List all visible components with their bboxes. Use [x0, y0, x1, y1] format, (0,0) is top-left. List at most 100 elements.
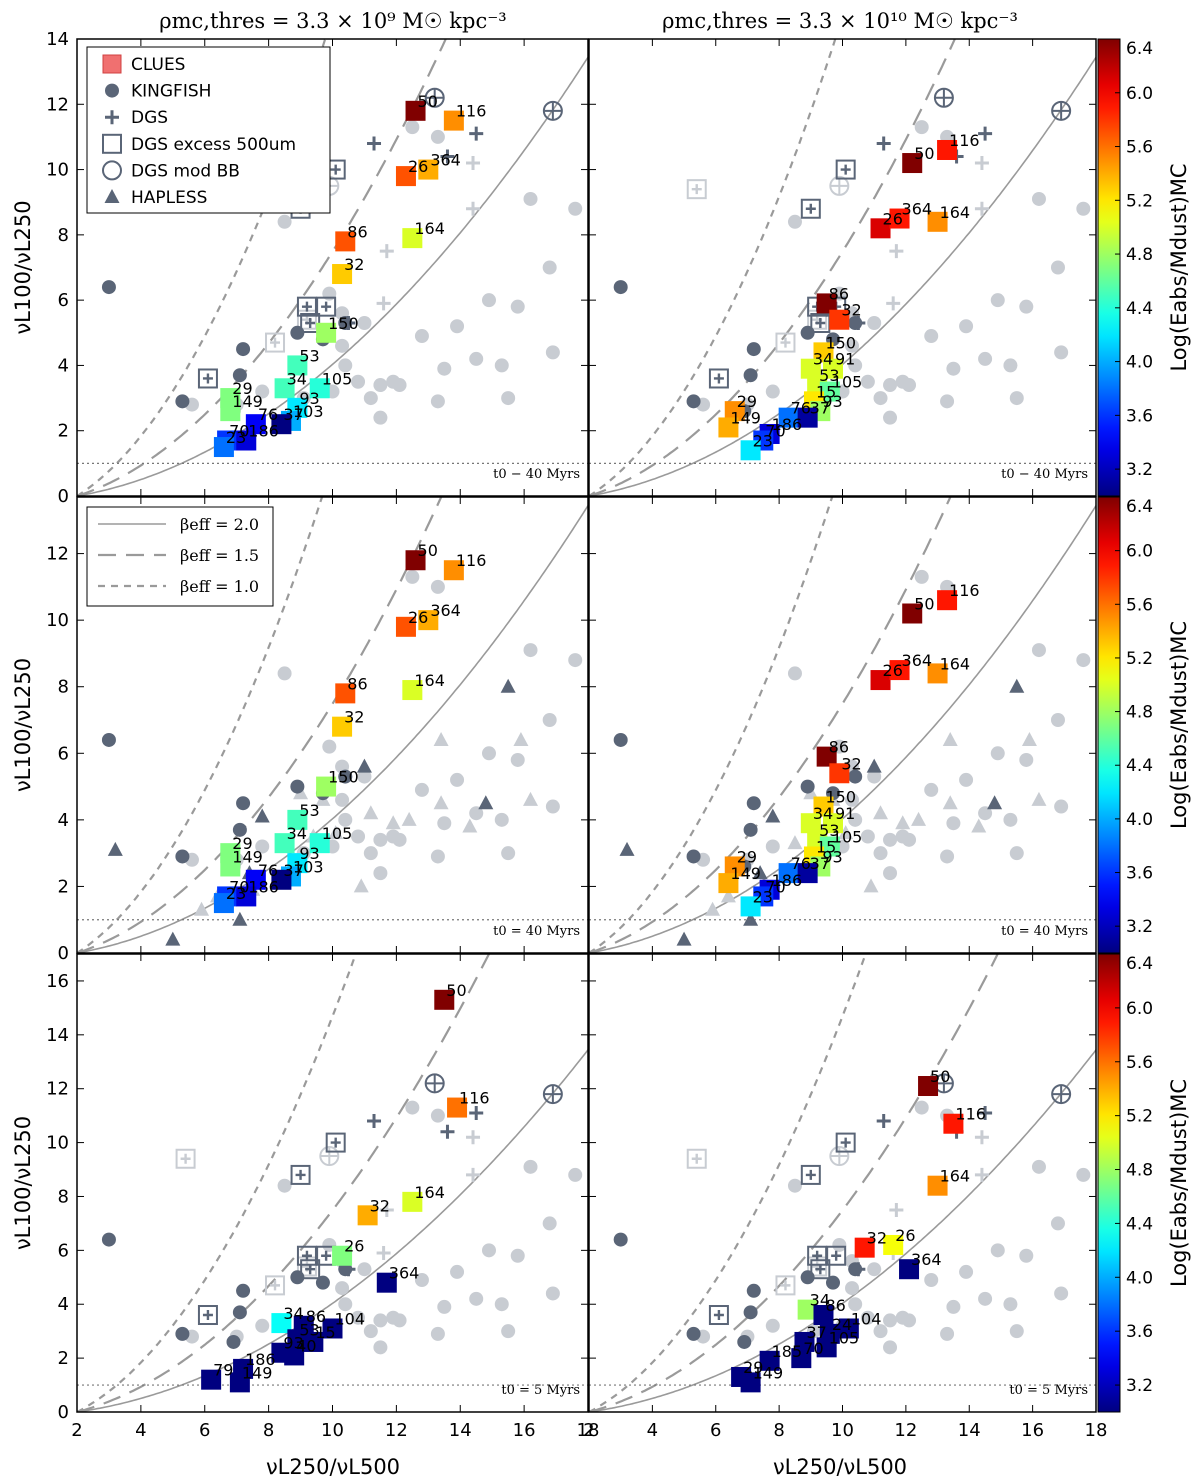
kingfish-point: [1003, 1297, 1018, 1312]
clues-point-116: [447, 1097, 468, 1118]
dgs-excess-point: [835, 159, 856, 180]
dgs-point: [466, 1167, 481, 1182]
clues-label-37: 37: [283, 405, 303, 424]
clues-point-364: [418, 610, 439, 631]
kingfish-point: [568, 1167, 583, 1182]
kingfish-point: [481, 1243, 496, 1258]
hapless-point: [165, 931, 181, 946]
clues-label-79: 79: [213, 1361, 233, 1380]
colorbar-bar: [1097, 38, 1121, 497]
clues-label-50: 50: [930, 1067, 950, 1086]
clues-label-149: 149: [730, 408, 761, 427]
kingfish-point: [946, 1299, 961, 1314]
hapless-point: [500, 678, 516, 693]
dgs-excess-point: [686, 179, 707, 200]
clues-point-37: [271, 869, 292, 890]
x-tick-label: 8: [263, 1420, 274, 1441]
clues-point-164: [927, 211, 948, 232]
dgs-point: [889, 244, 904, 259]
kingfish-point: [542, 1216, 557, 1231]
clues-label-116: 116: [955, 1105, 986, 1124]
legend-label: DGS excess 500um: [131, 135, 296, 155]
dgs-excess-point: [325, 1132, 346, 1153]
colorbar-tick-label: 4.0: [1126, 353, 1153, 373]
clues-label-37: 37: [806, 1323, 826, 1342]
kingfish-point: [860, 829, 875, 844]
clues-point-50: [918, 1076, 939, 1097]
clues-label-34: 34: [810, 1291, 830, 1310]
kingfish-point: [990, 1243, 1005, 1258]
kingfish-point: [481, 293, 496, 308]
beta-curve-solid: [77, 1049, 588, 1412]
kingfish-point: [787, 1178, 802, 1193]
hapless-point: [254, 808, 270, 823]
hapless-point: [895, 815, 911, 830]
hapless-point: [107, 841, 123, 856]
dgs-point: [974, 1167, 989, 1182]
clues-point-37: [794, 1331, 815, 1352]
clues-point-116: [943, 1113, 964, 1134]
clues-point-86: [335, 231, 356, 252]
clues-point-23: [740, 896, 761, 917]
clues-point-185: [759, 1350, 780, 1371]
clues-point-150: [813, 342, 834, 363]
legend-label: HAPLESS: [131, 188, 207, 208]
kingfish-point: [959, 772, 974, 787]
x-axis-label-right: νL250/νL500: [773, 1455, 907, 1479]
legend-marker-dgs: [105, 110, 119, 125]
clues-label-186: 186: [248, 422, 279, 441]
kingfish-point: [494, 1297, 509, 1312]
dgs-point: [379, 244, 394, 259]
dgs-modbb-point-cross: [934, 88, 953, 107]
kingfish-point: [848, 358, 863, 373]
clues-point-50: [902, 603, 923, 624]
kingfish-point: [373, 378, 388, 393]
clues-label-116: 116: [456, 551, 487, 570]
clues-point-34: [800, 358, 821, 379]
kingfish-point: [430, 1326, 445, 1341]
clues-point-32: [829, 763, 850, 784]
kingfish-point: [501, 846, 516, 861]
kingfish-point: [469, 1291, 484, 1306]
y-tick-label: 14: [46, 1025, 69, 1046]
clues-label-76: 76: [258, 861, 278, 880]
clues-label-86: 86: [306, 1307, 326, 1326]
kingfish-point: [883, 1313, 898, 1328]
clues-label-150: 150: [328, 768, 359, 787]
kingfish-point: [255, 384, 270, 399]
x-tick-label: 8: [773, 1420, 784, 1441]
y-tick-label: 4: [58, 810, 69, 831]
x-tick-label: 16: [513, 1420, 536, 1441]
dgs-excess-point-cross: [330, 1137, 341, 1148]
kingfish-point: [1076, 1167, 1091, 1182]
legend-label: βeff = 1.5: [180, 546, 259, 565]
hapless-point: [838, 825, 854, 840]
clues-label-76: 76: [258, 405, 278, 424]
clues-label-70: 70: [765, 877, 785, 896]
dgs-excess-point-cross: [180, 1153, 191, 1164]
kingfish-point: [568, 653, 583, 668]
clues-point-164: [927, 663, 948, 684]
kingfish-point: [1009, 1324, 1024, 1339]
clues-label-164: 164: [414, 219, 445, 238]
colorbar-tick-label: 5.2: [1126, 649, 1153, 669]
dgs-excess-point: [686, 1148, 707, 1169]
dgs-excess-point-cross: [305, 1264, 316, 1275]
hapless-point: [705, 901, 721, 916]
kingfish-point: [978, 806, 993, 821]
clues-label-29: 29: [743, 1358, 763, 1377]
clues-label-364: 364: [389, 1264, 420, 1283]
colorbar-tick-label: 6.4: [1126, 39, 1153, 59]
kingfish-point: [1054, 799, 1069, 814]
kingfish-point: [959, 319, 974, 334]
dgs-excess-point-cross: [301, 1250, 312, 1261]
y-tick-label: 0: [58, 486, 69, 507]
y-tick-label: 0: [58, 1402, 69, 1423]
dgs-excess-point-cross: [713, 1310, 724, 1321]
hapless-point: [478, 795, 494, 810]
legend-lines: βeff = 2.0 βeff = 1.5 βeff = 1.0: [86, 506, 274, 607]
dgs-excess-point: [810, 312, 831, 333]
kingfish-point: [883, 832, 898, 847]
kingfish-point: [101, 1232, 116, 1247]
